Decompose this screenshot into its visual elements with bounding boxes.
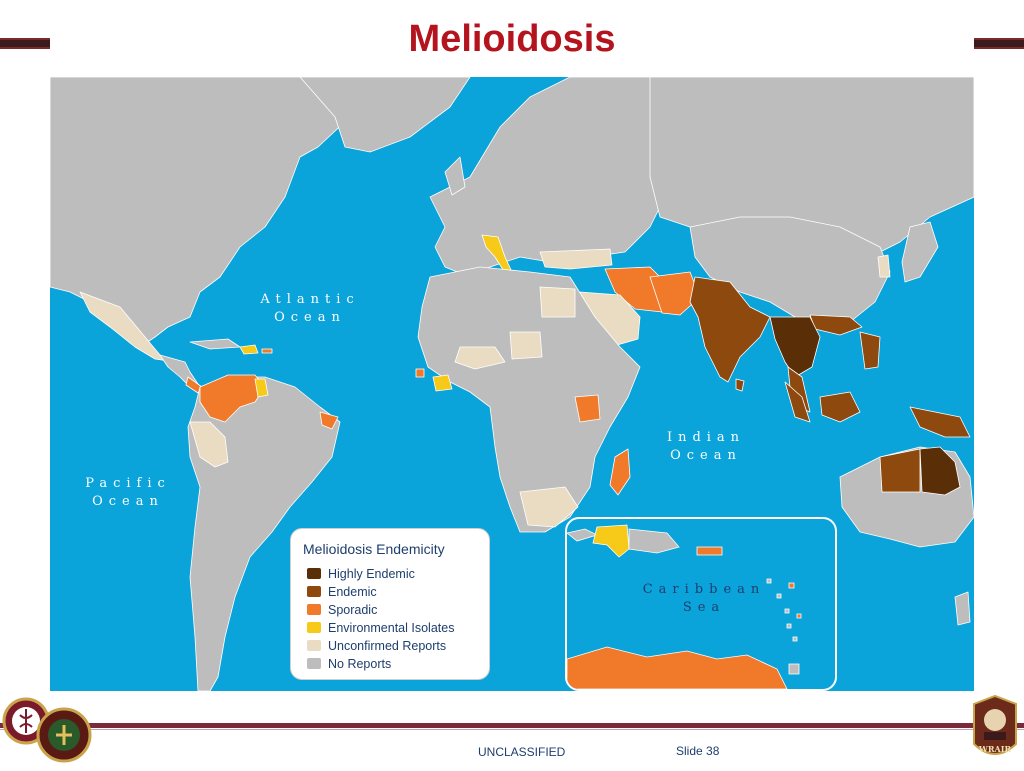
swatch-sporadic <box>307 604 321 615</box>
philippines-endemic <box>859 331 881 370</box>
swatch-highly-endemic <box>307 568 321 579</box>
hispaniola-env <box>239 344 259 355</box>
footer-line-thin <box>0 729 1024 730</box>
atlantic-label-text: Atlantic Ocean <box>260 292 360 325</box>
legend-item-unconfirmed-reports: Unconfirmed Reports <box>307 637 446 654</box>
uk <box>444 156 466 196</box>
sea-highly-endemic <box>769 316 821 378</box>
caribbean-sea-label: Caribbean Sea <box>629 581 779 617</box>
caribbean-inset-svg <box>567 524 802 689</box>
legend-item-environmental-isolates: Environmental Isolates <box>307 619 454 636</box>
caribbean-label-text: Caribbean Sea <box>642 582 766 615</box>
indian-ocean-label: Indian Ocean <box>646 429 766 465</box>
europe <box>429 77 691 278</box>
world-map-svg <box>50 77 974 691</box>
puerto-rico-sporadic <box>696 546 723 556</box>
greenland <box>299 77 471 153</box>
left-seal-logo <box>2 693 92 765</box>
legend-item-no-reports: No Reports <box>307 655 391 672</box>
pacific-ocean-label: Pacific Ocean <box>68 475 188 511</box>
swatch-no-reports <box>307 658 321 669</box>
wrair-text: WRAIR <box>978 744 1012 754</box>
map-legend: Melioidosis Endemicity Highly Endemic En… <box>290 528 490 680</box>
sierra-leone-sporadic <box>415 368 425 378</box>
dominican-republic <box>628 528 680 554</box>
legend-item-endemic: Endemic <box>307 583 377 600</box>
swatch-unconfirmed-reports <box>307 640 321 651</box>
cuba-inset <box>567 528 599 542</box>
atlantic-ocean-label: Atlantic Ocean <box>245 291 375 327</box>
caribbean-inset: Caribbean Sea <box>565 517 837 691</box>
turkey-unconfirmed <box>539 248 613 270</box>
guyana-env <box>254 378 269 398</box>
legend-item-highly-endemic: Highly Endemic <box>307 565 415 582</box>
legend-item-sporadic: Sporadic <box>307 601 377 618</box>
lesser-antilles <box>766 578 798 642</box>
lesser-antilles-sporadic <box>788 582 802 619</box>
swatch-environmental-isolates <box>307 622 321 633</box>
wrair-shield-svg: WRAIR <box>973 694 1017 755</box>
legend-label: Environmental Isolates <box>328 620 455 635</box>
swatch-endemic <box>307 586 321 597</box>
egypt-unconfirmed <box>539 286 576 318</box>
world-map: Atlantic Ocean Pacific Ocean Indian Ocea… <box>50 77 974 691</box>
chad-unconfirmed <box>509 331 543 360</box>
title-bar-left <box>0 38 50 49</box>
slide-number: Slide 38 <box>676 744 720 758</box>
peru-unconfirmed <box>189 421 229 468</box>
panama-sporadic <box>185 376 203 394</box>
legend-label: No Reports <box>328 656 392 671</box>
footer-line <box>0 723 1024 728</box>
australia-highly-endemic <box>919 446 961 496</box>
wrair-logo: WRAIR <box>970 694 1020 766</box>
slide-title: Melioidosis <box>408 18 616 60</box>
australia-endemic <box>879 448 921 493</box>
legend-label: Endemic <box>328 584 377 599</box>
cuba <box>189 338 241 350</box>
venezuela-coast-sporadic <box>567 646 788 689</box>
ivory-coast-env <box>432 374 453 392</box>
legend-label: Unconfirmed Reports <box>328 638 447 653</box>
madagascar-sporadic <box>609 448 631 496</box>
left-seal-svg <box>2 697 92 763</box>
legend-label: Sporadic <box>328 602 378 617</box>
pacific-label-text: Pacific Ocean <box>85 476 171 509</box>
haiti-env <box>592 524 630 558</box>
kenya-sporadic <box>574 394 601 423</box>
pakistan-sporadic <box>649 271 701 316</box>
south-africa-unconfirmed <box>519 486 579 528</box>
legend-title: Melioidosis Endemicity <box>303 541 445 557</box>
sahel-unconfirmed <box>454 346 506 370</box>
png-endemic <box>909 406 971 438</box>
sumatra-endemic <box>784 381 811 423</box>
trinidad <box>788 663 800 675</box>
indian-label-text: Indian Ocean <box>666 430 746 463</box>
korea-japan <box>877 254 891 278</box>
venezuela-colombia-sporadic <box>199 374 266 423</box>
sri-lanka <box>735 378 745 392</box>
legend-label: Highly Endemic <box>328 566 415 581</box>
title-bar-right <box>974 38 1024 49</box>
brazil-ne-sporadic <box>319 411 339 430</box>
indonesia-endemic <box>819 391 861 423</box>
puerto-rico <box>261 348 273 354</box>
japan <box>901 221 939 283</box>
new-zealand <box>954 591 971 626</box>
india-endemic <box>689 276 771 383</box>
classification-label: UNCLASSIFIED <box>478 745 566 759</box>
